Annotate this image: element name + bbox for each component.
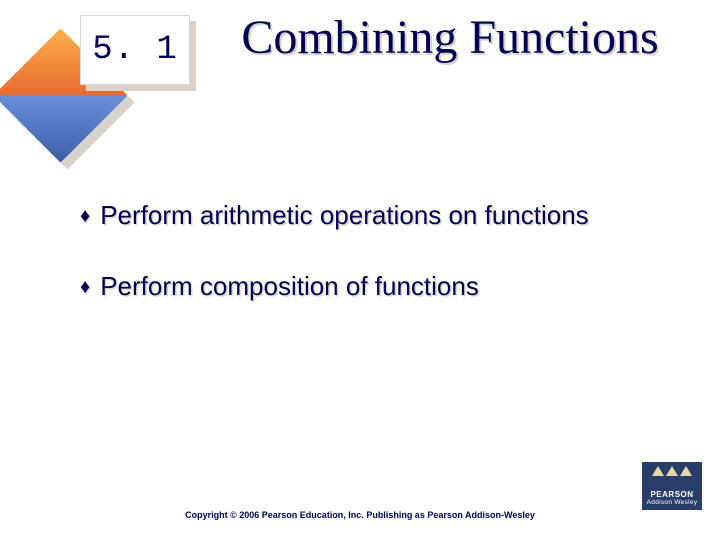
bullet-text: Perform arithmetic operations on functio… <box>100 200 588 231</box>
bullet-list: ♦ Perform arithmetic operations on funct… <box>80 200 660 342</box>
bullet-text: Perform composition of functions <box>100 271 479 302</box>
slide-title: Combining Functions <box>230 10 670 65</box>
section-box-front: 5. 1 <box>80 15 190 85</box>
section-number: 5. 1 <box>92 31 178 69</box>
publisher-logo: PEARSON Addison Wesley <box>642 462 702 510</box>
list-item: ♦ Perform composition of functions <box>80 271 660 302</box>
logo-text-sub: Addison Wesley <box>647 499 698 506</box>
bullet-diamond-icon: ♦ <box>80 277 90 297</box>
bullet-diamond-icon: ♦ <box>80 206 90 226</box>
logo-text-main: PEARSON <box>650 490 693 499</box>
list-item: ♦ Perform arithmetic operations on funct… <box>80 200 660 231</box>
logo-triangles-icon <box>652 466 692 476</box>
copyright-text: Copyright © 2006 Pearson Education, Inc.… <box>0 510 720 520</box>
header-region: 5. 1 Combining Functions <box>0 0 720 170</box>
section-number-box: 5. 1 <box>80 15 190 85</box>
